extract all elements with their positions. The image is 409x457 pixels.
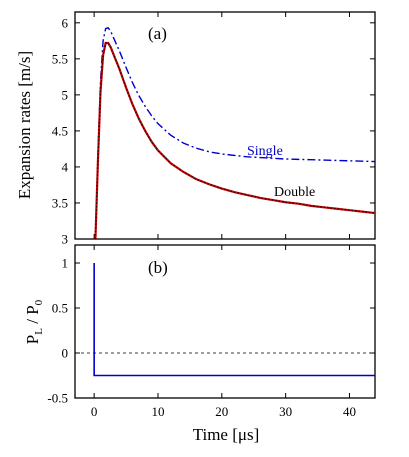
- a-y-tick-label: 3: [62, 232, 69, 247]
- panel-a-frame: [74, 11, 376, 240]
- a-y-tick-label: 4.5: [52, 123, 68, 138]
- svg-text:PL / P0: PL / P0: [23, 299, 45, 344]
- b-y-tick-label: 1: [62, 256, 69, 271]
- y-title-p: P: [23, 335, 42, 344]
- b-x-tick-label: 20: [215, 404, 228, 419]
- panel-b-frame: [74, 244, 376, 399]
- pressure-ratio-line: [93, 263, 375, 377]
- b-x-tick-label: 30: [279, 404, 292, 419]
- b-x-tick-label: 10: [151, 404, 164, 419]
- panel-a-series: [94, 27, 375, 239]
- y-title-slash-p: / P: [23, 305, 42, 328]
- y-title-sub-0: 0: [33, 299, 45, 305]
- panel-b-series: [75, 263, 375, 377]
- a-y-tick-label: 3.5: [52, 195, 68, 210]
- panel-a-y-axis-title: Expansion rates [m/s]: [15, 51, 34, 199]
- y-title-sub-l: L: [33, 328, 45, 335]
- series-label-single: Single: [247, 144, 283, 159]
- panel-a-y-ticks: 3 3.5 4 4.5 5 5.5 6: [52, 15, 375, 247]
- x-axis-title: Time [μs]: [193, 425, 260, 444]
- a-y-tick-label: 5: [62, 87, 69, 102]
- series-label-double: Double: [274, 185, 315, 200]
- b-x-tick-label: 40: [343, 404, 356, 419]
- b-x-tick-label: 0: [91, 404, 98, 419]
- a-y-tick-label: 4: [62, 159, 69, 174]
- b-y-tick-label: 0.5: [52, 301, 68, 316]
- series-line-single: [94, 27, 375, 239]
- panel-b-y-axis-title: PL / P0: [23, 299, 45, 344]
- a-y-tick-label: 5.5: [52, 51, 68, 66]
- panel-b-label: (b): [148, 258, 168, 277]
- panel-b-y-ticks: -0.5 0 0.5 1: [47, 256, 375, 406]
- series-line-double: [94, 41, 375, 239]
- panel-a-label: (a): [148, 24, 167, 43]
- b-y-tick-label: 0: [62, 346, 69, 361]
- a-y-tick-label: 6: [62, 15, 69, 30]
- panel-a-x-ticks: [93, 12, 350, 239]
- panel-b-x-ticks: 0 10 20 30 40: [91, 245, 356, 419]
- b-y-tick-label: -0.5: [47, 391, 68, 406]
- series-line-double-dotted: [94, 42, 375, 239]
